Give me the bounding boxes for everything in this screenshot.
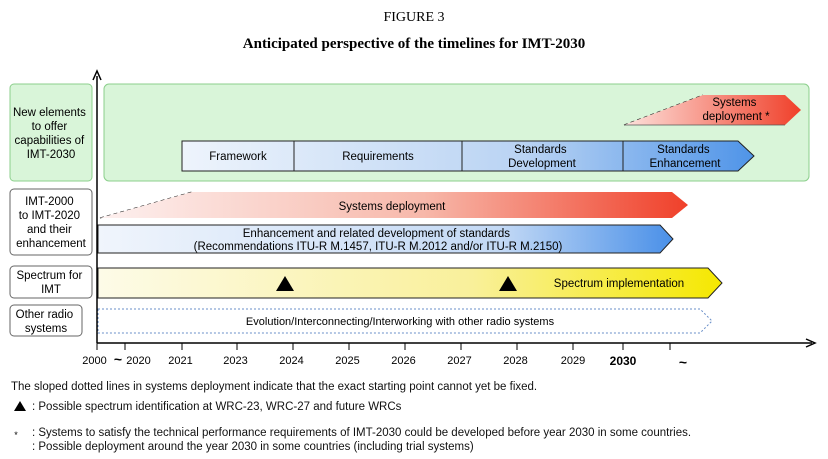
imt2020-enhancement-line1: Enhancement and related development of s…: [243, 228, 510, 240]
imt2030-phases-arrow: [181, 140, 755, 172]
row-label-box-imt2020: [9, 188, 93, 256]
phase-requirements: Requirements: [342, 151, 414, 163]
row-imt2020-line3: and their: [27, 224, 72, 236]
tick-label: 2029: [561, 355, 585, 367]
axis-break-tilde: ~: [114, 351, 122, 367]
svg-text:New elements to offer: New elements to offer capabilities of IM…: [13, 107, 89, 161]
wrc-triangle-icon: [276, 276, 294, 291]
imt2030-deploy-line2: deployment *: [702, 111, 770, 123]
imt2020-systems-deployment-arrow: [100, 192, 688, 218]
other-systems-label: Evolution/Interconnecting/Interworking w…: [246, 316, 555, 328]
phase-standards-enh-line2: Enhancement: [650, 158, 722, 170]
tick-label: 2000: [82, 355, 106, 367]
figure-title: Anticipated perspective of the timelines…: [242, 36, 586, 52]
row-imt2030-line4: IMT-2030: [27, 149, 76, 161]
tick-label: 2027: [447, 355, 471, 367]
row-imt2020-line4: enhancement: [16, 238, 86, 250]
svg-text:Standards Enhancement: Standards Enhancement: [650, 144, 722, 170]
legend-triangle-icon: [14, 401, 26, 411]
phase-framework: Framework: [209, 151, 267, 163]
row-imt2030-line3: capabilities of: [15, 135, 85, 147]
row-label-box-imt2030: [9, 83, 93, 182]
row-imt2020-line2: to IMT-2020: [19, 210, 80, 222]
imt2020-systems-deployment-label: Systems deployment: [339, 201, 447, 213]
svg-text:Spectrum for IMT: Spectrum for IMT: [16, 270, 85, 296]
svg-text:IMT-2000 to IMT-2020 a: IMT-2000 to IMT-2020 and their enhanceme…: [16, 196, 86, 250]
axis-ticks: [96, 343, 671, 350]
row-label-box-spectrum: [9, 265, 93, 299]
figure-label: FIGURE 3: [383, 10, 445, 25]
dotted-line-note: The sloped dotted lines in systems deplo…: [11, 381, 538, 393]
imt2020-enhancement-arrow: [97, 224, 674, 254]
other-systems-arrow: [97, 308, 713, 334]
wrc-triangle-icon: [499, 276, 517, 291]
svg-text:Enhancement and related develo: Enhancement and related development of s…: [194, 228, 563, 253]
phase-standards-dev-line1: Standards: [514, 144, 567, 156]
row-imt2030-line2: to offer: [32, 121, 68, 133]
tick-label: 2020: [126, 355, 150, 367]
row-spectrum-line2: IMT: [41, 284, 61, 296]
axis-end-tilde: ~: [679, 354, 687, 370]
tick-label: 2021: [168, 355, 192, 367]
tick-label: 2023: [223, 355, 247, 367]
spectrum-implementation-label: Spectrum implementation: [554, 278, 684, 290]
asterisk-note-line2: : Possible deployment around the year 20…: [32, 441, 474, 453]
tick-label: 2026: [391, 355, 415, 367]
tick-label: 2028: [503, 355, 527, 367]
tick-label: 2024: [279, 355, 303, 367]
row-label-box-other: [9, 304, 83, 337]
legend-asterisk: *: [14, 430, 18, 440]
tick-label-2030: 2030: [610, 354, 637, 368]
row-other-line2: systems: [25, 323, 67, 335]
imt2030-deploy-line1: Systems: [712, 97, 756, 109]
phase-standards-dev-line2: Development: [508, 158, 577, 170]
asterisk-note-line1: : Systems to satisfy the technical perfo…: [32, 427, 692, 439]
svg-text:Standards Development: Standards Development: [508, 144, 577, 170]
row-spectrum-line1: Spectrum for: [16, 270, 82, 282]
svg-text:2000 2020 2021 202: 2000 2020 2021 2023 2024 2025 2026 2027 …: [82, 355, 585, 367]
imt2030-systems-deployment-arrow: [624, 95, 801, 125]
spectrum-implementation-arrow: [97, 267, 723, 299]
phase-standards-enh-line1: Standards: [657, 144, 710, 156]
tick-label: 2025: [335, 355, 359, 367]
triangle-note: : Possible spectrum identification at WR…: [32, 401, 402, 413]
svg-text:Other radio systems: Other radio systems: [16, 309, 77, 335]
imt2020-enhancement-line2: (Recommendations ITU-R M.1457, ITU-R M.2…: [194, 241, 563, 253]
row-imt2030-line1: New elements: [13, 107, 86, 119]
row-imt2020-line1: IMT-2000: [25, 196, 74, 208]
svg-text:Systems deployment *: Systems deployment *: [702, 97, 770, 123]
row-other-line1: Other radio: [16, 309, 74, 321]
